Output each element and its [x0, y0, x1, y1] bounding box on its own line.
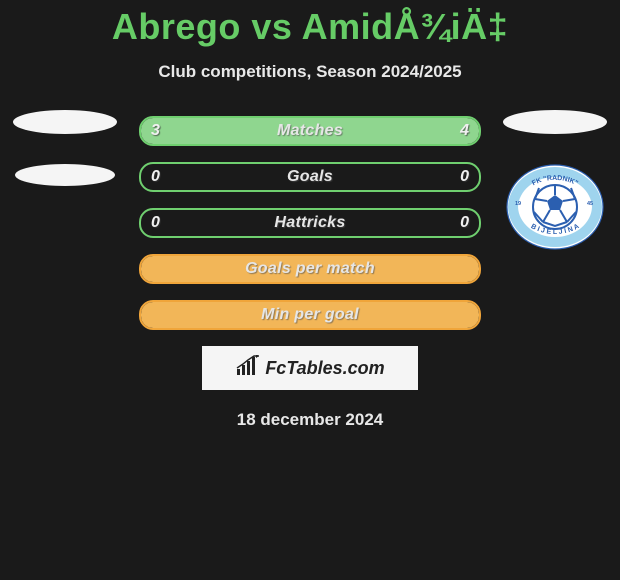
comparison-content: FK "RADNIK" B I J E L J I N A 19 45 — [0, 116, 620, 330]
stat-label: Matches — [277, 122, 343, 140]
club-year-left: 19 — [515, 201, 521, 207]
page-subtitle: Club competitions, Season 2024/2025 — [0, 62, 620, 82]
stat-row-matches: 3 Matches 4 — [139, 116, 481, 146]
right-club-logo: FK "RADNIK" B I J E L J I N A 19 45 — [505, 164, 605, 250]
stat-value-right: 0 — [460, 168, 469, 186]
stat-row-hattricks: 0 Hattricks 0 — [139, 208, 481, 238]
stat-label: Min per goal — [261, 306, 359, 324]
stat-bars: 3 Matches 4 0 Goals 0 0 Hattricks 0 Goals per mat… — [139, 116, 481, 330]
stat-value-right: 4 — [460, 122, 469, 140]
stat-label: Goals — [287, 168, 333, 186]
chart-icon — [235, 355, 261, 382]
stat-value-left: 0 — [151, 214, 160, 232]
date-text: 18 december 2024 — [0, 410, 620, 430]
right-player-column: FK "RADNIK" B I J E L J I N A 19 45 — [490, 110, 620, 250]
footer-brand-text: FcTables.com — [265, 358, 384, 379]
right-placeholder-1 — [503, 110, 607, 134]
left-placeholder-1 — [13, 110, 117, 134]
stat-row-min-per-goal: Min per goal — [139, 300, 481, 330]
club-year-right: 45 — [587, 201, 593, 207]
stat-value-right: 0 — [460, 214, 469, 232]
page-title: Abrego vs AmidÅ¾iÄ‡ — [0, 0, 620, 48]
stat-row-goals: 0 Goals 0 — [139, 162, 481, 192]
footer-brand-box[interactable]: FcTables.com — [202, 346, 418, 390]
left-player-column — [0, 110, 130, 216]
stat-label: Goals per match — [245, 260, 375, 278]
left-placeholder-2 — [15, 164, 115, 186]
stat-value-left: 0 — [151, 168, 160, 186]
stat-row-goals-per-match: Goals per match — [139, 254, 481, 284]
stat-label: Hattricks — [274, 214, 345, 232]
stat-value-left: 3 — [151, 122, 160, 140]
